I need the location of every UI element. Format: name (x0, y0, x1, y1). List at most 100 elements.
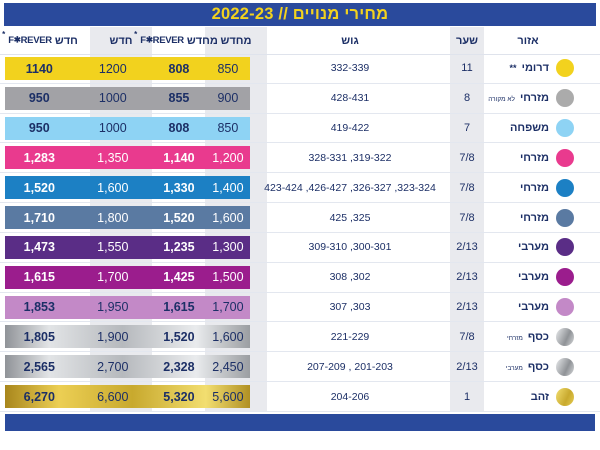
area-color-dot (556, 178, 574, 197)
price-band: 1,710 1,800 1,520 1,600 (5, 206, 250, 230)
price-forever-renew: 1,520 (163, 210, 195, 225)
price-renew: 2,450 (212, 359, 244, 374)
price-forever-new: 950 (28, 91, 50, 106)
table-row: 950 1000 855 900 428-431 8 מזרחי לא מקורה (0, 84, 600, 114)
forever-logo: F✱REVER (8, 34, 52, 47)
table-row: 1,710 1,800 1,520 1,600 425 ,325 7/8 מזרחי (0, 203, 600, 233)
price-forever-new: 1,520 (23, 180, 55, 195)
price-new: 1,800 (97, 210, 129, 225)
title-bar: מחירי מנויים // 2022-23 (4, 3, 596, 26)
gate-number: 7/8 (459, 181, 475, 194)
area-label: מערבי (517, 241, 549, 254)
area-color-dot (556, 387, 574, 406)
col-header-area: אזור (517, 34, 539, 47)
bottom-bar (5, 414, 595, 431)
price-band: 1,853 1,950 1,615 1,700 (5, 295, 250, 319)
gate-number: 2/13 (456, 360, 478, 373)
table-row: 1,805 1,900 1,520 1,600 221-229 7/8 כסף מזרחי (0, 322, 600, 353)
area-cell: מזרחי לא מקורה (484, 84, 600, 113)
area-color-dot (556, 208, 574, 227)
area-cell: זהב (484, 382, 600, 411)
price-renew: 900 (217, 91, 239, 106)
price-forever-new: 1,283 (23, 150, 55, 165)
area-color-dot (556, 268, 574, 287)
area-cell: מערבי (484, 293, 600, 322)
price-renew: 1,600 (212, 210, 244, 225)
area-label: כסף מזרחי (507, 330, 549, 343)
area-cell: דרומי ** (484, 54, 600, 83)
price-new: 1,350 (97, 150, 129, 165)
price-renew: 1,300 (212, 240, 244, 255)
price-band: 6,270 6,600 5,320 5,600 (5, 385, 250, 409)
area-label: מזרחי (519, 211, 549, 224)
gate-number: 2/13 (456, 271, 478, 284)
table-header-row: * F✱REVER חדש חדש * F✱REVER מחדש מחדש גו… (0, 27, 600, 55)
area-color-dot (556, 148, 574, 167)
block-range: 221-229 (330, 330, 370, 343)
price-forever-new: 1,473 (23, 240, 55, 255)
price-band: 2,565 2,700 2,328 2,450 (5, 355, 250, 379)
gate-number: 7/8 (459, 330, 475, 343)
area-cell: מערבי (484, 233, 600, 262)
block-range: 309-310 ,300-301 (308, 241, 392, 254)
area-color-dot (556, 119, 574, 138)
col-header-new: חדש (109, 34, 133, 47)
table-row: 1140 1200 808 850 332-339 11 דרומי ** (0, 54, 600, 84)
price-forever-new: 950 (28, 121, 50, 136)
block-range: 307 ,303 (329, 301, 371, 314)
price-forever-renew: 1,425 (163, 270, 195, 285)
table-row: 1,283 1,350 1,140 1,200 328-331 ,319-322 7/8 מ… (0, 143, 600, 174)
area-label: זהב (530, 390, 549, 403)
block-range: 308 ,302 (329, 271, 371, 284)
area-color-dot (556, 298, 574, 317)
block-range: 425 ,325 (329, 211, 371, 224)
gate-number: 2/13 (456, 241, 478, 254)
col-header-label: מחדש (186, 34, 218, 47)
block-range: 328-331 ,319-322 (308, 151, 392, 164)
area-cell: מערבי (484, 263, 600, 292)
col-header-block: גוש (341, 34, 359, 47)
price-forever-renew: 808 (168, 61, 190, 76)
area-label: דרומי ** (509, 62, 549, 75)
footnote-asterisk: * (134, 30, 138, 39)
table-body: 1140 1200 808 850 332-339 11 דרומי ** 950 1000 85… (0, 54, 600, 412)
table-row: 1,853 1,950 1,615 1,700 307 ,303 2/13 מערבי (0, 293, 600, 323)
col-header-forever-new: * F✱REVER חדש (0, 27, 80, 54)
col-header-label: חדש (54, 34, 78, 47)
area-sublabel: לא מקורה (488, 96, 515, 104)
price-new: 1200 (98, 61, 127, 76)
price-band: 1,283 1,350 1,140 1,200 (5, 146, 250, 170)
table-row: 1,520 1,600 1,330 1,400 423-424 ,426-427 ,32… (0, 173, 600, 204)
area-color-dot (556, 327, 574, 346)
area-cell: משפחה (484, 114, 600, 143)
block-range: 332-339 (330, 62, 370, 75)
col-header-renew: מחדש (220, 34, 252, 47)
price-renew: 850 (217, 121, 239, 136)
block-range: 204-206 (330, 390, 370, 403)
price-forever-new: 1,853 (23, 300, 55, 315)
forever-logo-star-icon: ✱ (145, 34, 153, 45)
block-range: 428-431 (330, 92, 370, 105)
block-range: 419-422 (330, 122, 370, 135)
gate-number: 7/8 (459, 211, 475, 224)
price-forever-renew: 1,140 (163, 150, 195, 165)
table-row: 2,565 2,700 2,328 2,450 207-209 , 201-203 2/1… (0, 352, 600, 383)
price-renew: 1,600 (212, 329, 244, 344)
table-row: 6,270 6,600 5,320 5,600 204-206 1 זהב (0, 382, 600, 412)
price-band: 1,805 1,900 1,520 1,600 (5, 325, 250, 349)
price-forever-renew: 1,520 (163, 329, 195, 344)
area-sublabel: מערבי (505, 364, 523, 372)
price-forever-new: 1,710 (23, 210, 55, 225)
price-renew: 1,200 (212, 150, 244, 165)
area-label: מזרחי לא מקורה (488, 92, 549, 105)
price-forever-renew: 1,330 (163, 180, 195, 195)
area-color-dot (556, 89, 574, 108)
area-label: מערבי (517, 301, 549, 314)
area-label: מערבי (517, 271, 549, 284)
table-row: 950 1000 808 850 419-422 7 משפחה (0, 114, 600, 144)
area-cell: כסף מזרחי (484, 322, 600, 351)
col-header-forever-renew: * F✱REVER מחדש (134, 27, 218, 54)
table-row: 1,473 1,550 1,235 1,300 309-310 ,300-301 2/13… (0, 233, 600, 263)
price-forever-new: 1,805 (23, 329, 55, 344)
